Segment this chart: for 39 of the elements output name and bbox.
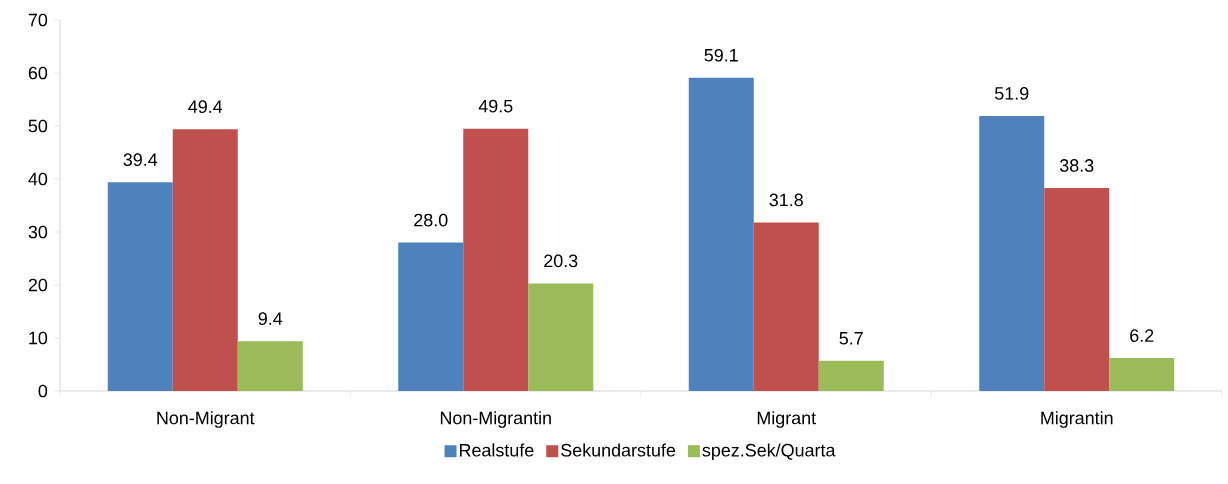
data-label: 39.4: [123, 153, 158, 166]
bar: [979, 115, 1045, 391]
legend-label: Realstufe: [459, 443, 534, 457]
bar: [688, 77, 754, 391]
data-label: 9.4: [258, 312, 283, 325]
data-label: 49.4: [188, 100, 223, 113]
data-label: 38.3: [1059, 159, 1094, 172]
y-tick-label: 10: [29, 331, 48, 345]
bar: [172, 129, 238, 391]
bar: [398, 242, 464, 391]
data-label: 59.1: [704, 48, 738, 62]
data-label: 31.8: [769, 193, 803, 207]
y-tick-label: 20: [28, 278, 48, 292]
data-label: 28.0: [414, 213, 448, 227]
y-tick-label: 50: [28, 119, 48, 133]
legend-label: spez.Sek/Quarta: [702, 443, 836, 461]
legend-label: Sekundarstufe: [561, 443, 676, 457]
data-label: 5.7: [839, 332, 863, 345]
y-tick-label: 0: [38, 384, 48, 398]
bar: [1044, 188, 1110, 391]
data-label: 51.9: [995, 87, 1029, 100]
y-tick-label: 60: [28, 66, 48, 80]
bar: [237, 341, 303, 391]
y-tick-label: 30: [28, 225, 48, 239]
data-label: 49.5: [478, 99, 513, 113]
bar: [1109, 358, 1175, 391]
x-tick-label: Non-Migrant: [157, 411, 255, 428]
data-label: 20.3: [544, 254, 578, 268]
y-tick-label: 70: [28, 13, 48, 27]
data-label: 6.2: [1130, 329, 1154, 342]
bar: [463, 128, 529, 391]
x-tick-label: Non-Migrantin: [440, 411, 551, 428]
bar: [753, 222, 819, 391]
x-tick-label: Migrant: [757, 411, 816, 428]
bar: [818, 360, 884, 391]
bar: [528, 283, 594, 391]
bar: [107, 182, 173, 391]
x-tick-label: Migrantin: [1041, 411, 1113, 428]
y-tick-label: 40: [28, 172, 48, 186]
